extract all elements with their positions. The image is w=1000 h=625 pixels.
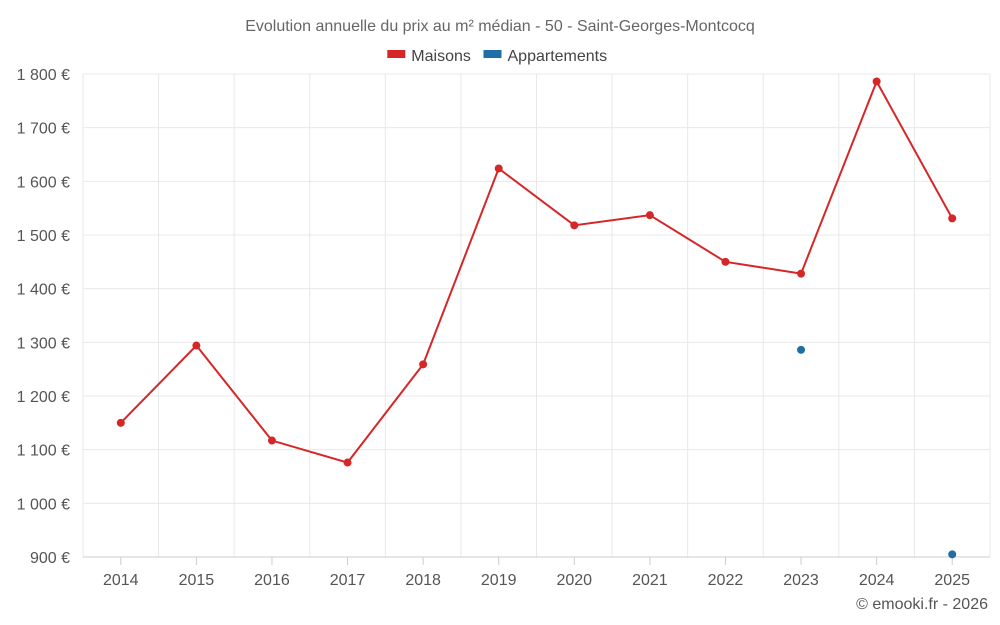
x-tick-label: 2014 [103, 572, 139, 589]
x-tick-label: 2024 [859, 572, 895, 589]
y-tick-label: 900 € [30, 550, 70, 567]
data-point[interactable] [645, 211, 654, 220]
data-point[interactable] [721, 257, 730, 266]
y-tick-label: 1 700 € [17, 121, 70, 138]
data-point[interactable] [797, 269, 806, 278]
y-axis: 900 € 1 000 € 1 100 € 1 200 € 1 300 € 1 400 €… [17, 67, 70, 567]
data-point[interactable] [343, 458, 352, 467]
legend-label: Appartements [508, 48, 608, 65]
y-tick-label: 1 200 € [17, 389, 70, 406]
legend-item-appartements[interactable]: Appartements [483, 48, 608, 65]
y-tick-label: 1 800 € [17, 67, 70, 84]
y-tick-label: 1 300 € [17, 335, 70, 352]
data-point[interactable] [494, 164, 503, 173]
data-point[interactable] [116, 418, 125, 427]
data-point[interactable] [419, 360, 428, 369]
y-tick-label: 1 500 € [17, 228, 70, 245]
series-maisons [116, 77, 957, 467]
legend: Maisons Appartements [387, 48, 607, 65]
chart-title: Evolution annuelle du prix au m² médian … [245, 18, 755, 35]
x-tick-label: 2021 [632, 572, 668, 589]
data-point[interactable] [872, 77, 881, 86]
legend-swatch [387, 50, 406, 58]
x-tick-label: 2022 [708, 572, 744, 589]
x-tick-label: 2019 [481, 572, 517, 589]
data-point[interactable] [948, 550, 957, 559]
x-tick-label: 2015 [179, 572, 215, 589]
data-point[interactable] [267, 436, 276, 445]
x-tick-label: 2025 [934, 572, 970, 589]
series-appartements [797, 345, 957, 559]
y-tick-label: 1 600 € [17, 174, 70, 191]
x-tick-label: 2020 [556, 572, 592, 589]
legend-item-maisons[interactable]: Maisons [387, 48, 471, 65]
x-tick-label: 2016 [254, 572, 290, 589]
data-point[interactable] [192, 341, 201, 350]
x-tick-label: 2017 [330, 572, 366, 589]
grid [82, 73, 991, 558]
series-line [120, 79, 954, 464]
y-tick-label: 1 000 € [17, 496, 70, 513]
y-tick-label: 1 100 € [17, 443, 70, 460]
x-tick-label: 2018 [405, 572, 441, 589]
credit-text: © emooki.fr - 2026 [856, 596, 988, 613]
y-tick-label: 1 400 € [17, 282, 70, 299]
data-point[interactable] [797, 345, 806, 354]
legend-label: Maisons [411, 48, 471, 65]
x-tick-label: 2023 [783, 572, 819, 589]
series-layer [116, 77, 957, 559]
x-axis: 2014 2015 2016 2017 2018 2019 2020 2021 2022 2023… [83, 556, 990, 589]
legend-swatch [483, 50, 502, 58]
data-point[interactable] [948, 214, 957, 223]
data-point[interactable] [570, 221, 579, 230]
